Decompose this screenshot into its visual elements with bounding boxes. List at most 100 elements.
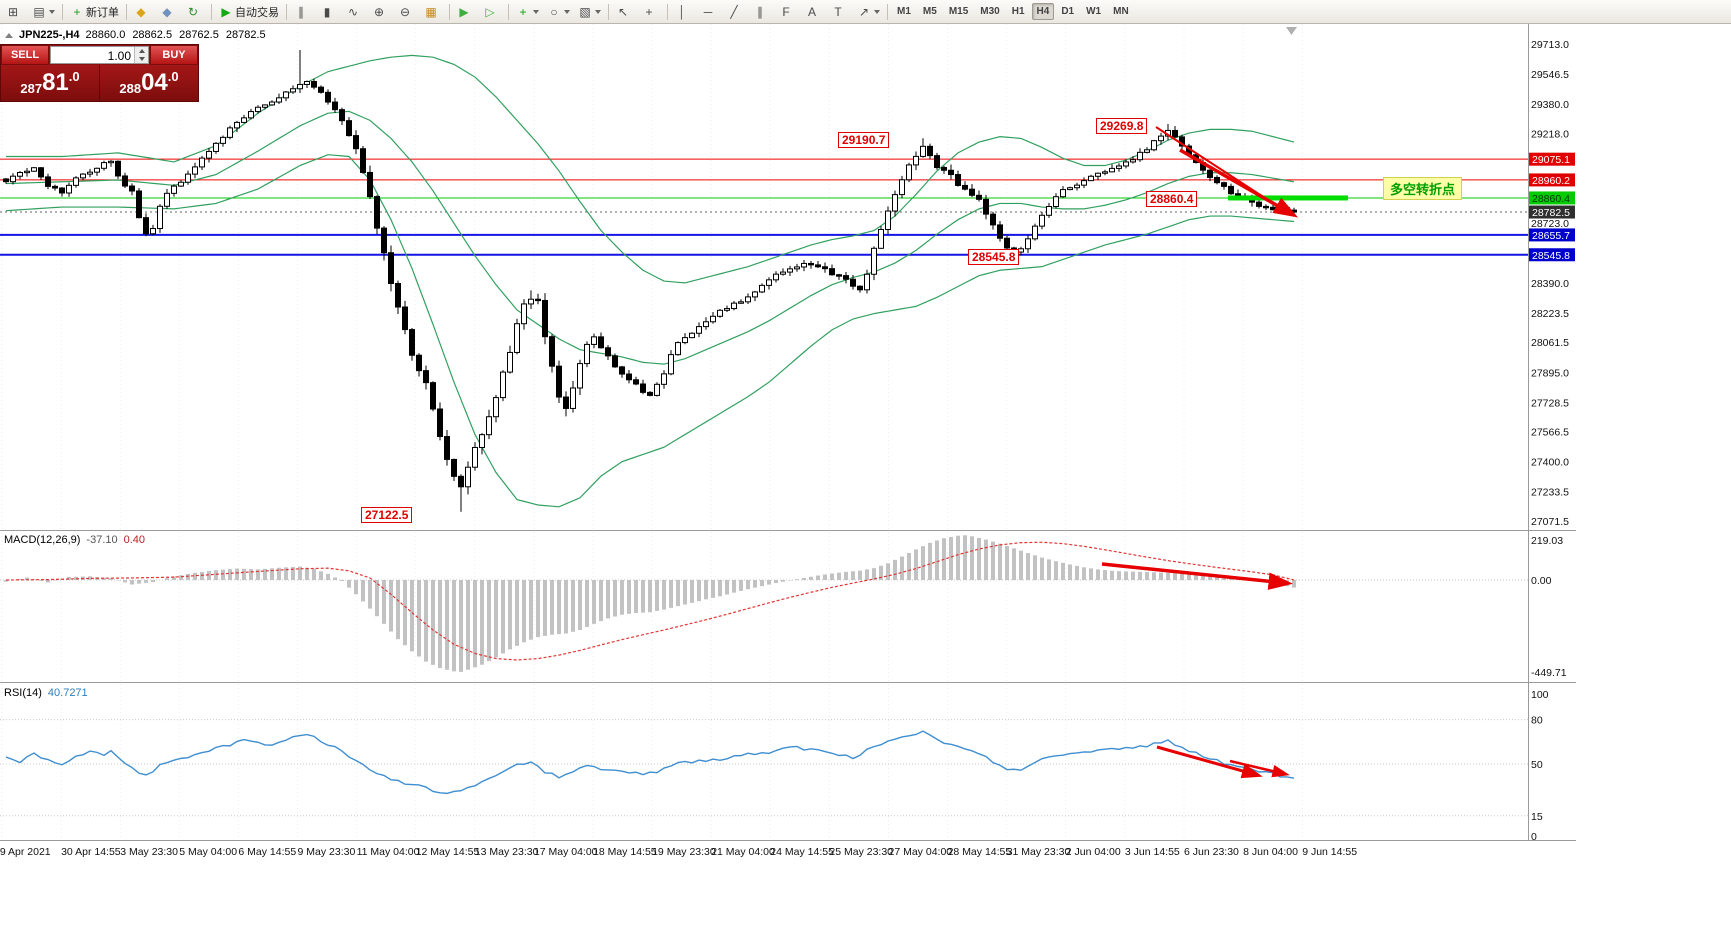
- candle-body: [647, 391, 653, 396]
- candle-body: [731, 302, 737, 310]
- crosshair-button[interactable]: +: [639, 1, 663, 23]
- candle-body: [1158, 135, 1164, 142]
- zoom-in-button[interactable]: ⊕: [369, 1, 393, 23]
- candle-body: [353, 135, 359, 150]
- candle-body: [311, 81, 317, 88]
- buy-button[interactable]: BUY: [150, 45, 198, 65]
- vertical-line-icon: │: [678, 4, 686, 19]
- templates-icon: ▧: [579, 4, 591, 19]
- equidistant-channel-button[interactable]: ∥: [750, 1, 774, 23]
- candle-body: [269, 101, 275, 106]
- candle-body: [192, 166, 198, 175]
- refresh-button[interactable]: ↻: [183, 1, 207, 23]
- new-order-button[interactable]: + 新订单: [67, 1, 122, 23]
- price-tick-label: 29546.5: [1531, 69, 1569, 81]
- volume-value[interactable]: 1.00: [107, 49, 131, 63]
- trend-arrow-object[interactable]: [1156, 745, 1263, 779]
- auto-scroll-button[interactable]: ▶: [454, 1, 478, 23]
- trendline-button[interactable]: ╱: [724, 1, 748, 23]
- text-label-button[interactable]: T: [828, 1, 852, 23]
- time-label: 3 Jun 14:55: [1125, 846, 1180, 858]
- vertical-line-button[interactable]: │: [672, 1, 696, 23]
- rsi-line: [5, 730, 1295, 795]
- one-click-trading-panel: SELL 1.00 BUY 287 81.0 288 04.0: [0, 44, 199, 102]
- trend-arrow-object[interactable]: [1179, 148, 1299, 218]
- timeframe-m15-button[interactable]: M15: [948, 6, 969, 17]
- sell-price[interactable]: 287 81.0: [1, 65, 100, 101]
- one-click-panel-toggle-icon[interactable]: [5, 32, 13, 38]
- candle-body: [115, 160, 121, 177]
- candle-body: [157, 205, 163, 230]
- options-button[interactable]: ◆: [157, 1, 181, 23]
- candle-body: [1039, 214, 1045, 227]
- candle-body: [675, 342, 681, 356]
- candle-body: [1130, 159, 1136, 163]
- text-button[interactable]: A: [802, 1, 826, 23]
- metaeditor-button[interactable]: ◆: [131, 1, 155, 23]
- toolbar-separator: [508, 3, 509, 20]
- line-chart-button[interactable]: ∿: [343, 1, 367, 23]
- candle-body: [402, 306, 408, 331]
- buy-price[interactable]: 288 04.0: [100, 65, 198, 101]
- candle-body: [38, 167, 44, 178]
- candle-body: [1207, 169, 1213, 178]
- timeframe-h4-button[interactable]: H4: [1031, 3, 1055, 20]
- timeframe-m5-button[interactable]: M5: [922, 6, 937, 17]
- candle-body: [1025, 238, 1031, 250]
- toolbar-separator: [62, 3, 63, 20]
- autotrading-button[interactable]: ▶ 自动交易: [216, 1, 282, 23]
- price-axis-badge-label: 28860.4: [1532, 193, 1570, 205]
- timeframe-m1-button[interactable]: M1: [897, 6, 911, 17]
- annotation-note-box[interactable]: 多空转折点: [1383, 177, 1463, 200]
- fibonacci-button[interactable]: F: [776, 1, 800, 23]
- trend-arrow-object[interactable]: [1229, 759, 1290, 778]
- candle-body: [941, 167, 947, 171]
- price-callout[interactable]: 28545.8: [968, 249, 1020, 265]
- candle-body: [710, 315, 716, 323]
- timeframe-w1-button[interactable]: W1: [1086, 6, 1102, 17]
- tile-windows-button[interactable]: ▦: [421, 1, 445, 23]
- trend-arrow-object[interactable]: [1101, 562, 1293, 590]
- cursor-button[interactable]: ↖: [613, 1, 637, 23]
- arrows-button[interactable]: ↗: [854, 1, 883, 23]
- price-tick-label: 28223.5: [1531, 308, 1569, 320]
- price-callout[interactable]: 28860.4: [1146, 191, 1198, 207]
- volume-up-button[interactable]: [135, 47, 148, 55]
- support-segment[interactable]: [1228, 195, 1348, 201]
- candle-body: [17, 172, 23, 177]
- indicators-button[interactable]: +: [513, 1, 542, 23]
- horizontal-line-button[interactable]: ─: [698, 1, 722, 23]
- sell-button[interactable]: SELL: [1, 45, 49, 65]
- candle-body: [626, 373, 632, 381]
- templates-button[interactable]: ▧: [575, 1, 604, 23]
- bars-chart-button[interactable]: ∥: [291, 1, 315, 23]
- candle-body: [101, 162, 107, 169]
- new-chart-button[interactable]: ⊞: [3, 1, 27, 23]
- price-callout[interactable]: 27122.5: [361, 507, 413, 523]
- price-callout[interactable]: 29269.8: [1096, 118, 1148, 134]
- price-callout[interactable]: 29190.7: [838, 132, 890, 148]
- candle-body: [962, 184, 968, 190]
- timeframe-d1-button[interactable]: D1: [1061, 6, 1075, 17]
- timeframe-mn-button[interactable]: MN: [1113, 6, 1129, 17]
- zoom-out-button[interactable]: ⊖: [395, 1, 419, 23]
- volume-down-button[interactable]: [135, 55, 148, 63]
- horizontal-line-icon: ─: [703, 4, 713, 19]
- candle-body: [416, 354, 422, 372]
- candle-body: [1053, 196, 1059, 207]
- candle-body: [535, 298, 541, 302]
- timeframe-m30-button[interactable]: M30: [980, 6, 1000, 17]
- candlestick-chart-button[interactable]: ▮: [317, 1, 341, 23]
- chart-shift-button[interactable]: ▷: [480, 1, 504, 23]
- periods-button[interactable]: ○: [544, 1, 573, 23]
- profiles-button[interactable]: ▤: [29, 1, 58, 23]
- profiles-icon: ▤: [33, 4, 45, 19]
- timeframe-h1-button[interactable]: H1: [1011, 6, 1025, 17]
- candle-body: [276, 97, 282, 103]
- candle-body: [395, 283, 401, 308]
- time-label: 31 May 23:30: [1007, 846, 1071, 858]
- volume-field[interactable]: 1.00: [50, 46, 149, 64]
- candle-body: [955, 174, 961, 186]
- chart-shift-marker-icon[interactable]: [1286, 27, 1297, 35]
- candle-body: [752, 291, 758, 298]
